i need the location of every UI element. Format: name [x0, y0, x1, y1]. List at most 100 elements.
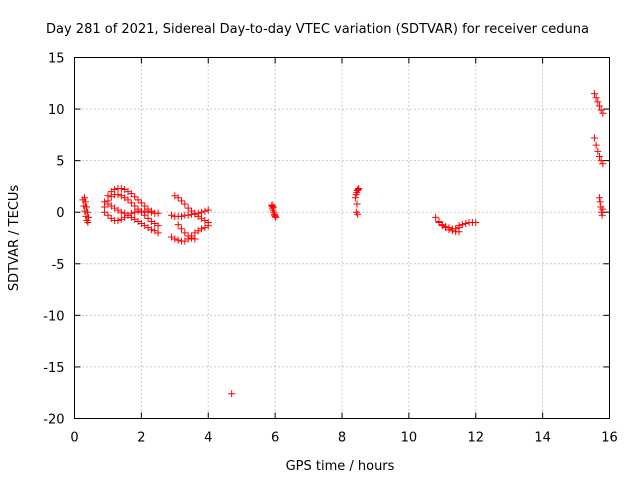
y-tick-label: 15 — [48, 52, 65, 67]
data-point — [353, 200, 361, 208]
data-point — [131, 202, 139, 210]
data-point — [184, 211, 192, 219]
series-arc-e — [101, 207, 162, 224]
data-marks — [79, 90, 607, 398]
data-point — [435, 219, 443, 227]
data-point — [455, 228, 463, 236]
data-point — [201, 207, 209, 215]
data-point — [178, 197, 185, 205]
data-point — [269, 203, 277, 211]
data-point — [167, 211, 175, 219]
x-axis-label: GPS time / hours — [286, 459, 395, 474]
data-point — [154, 229, 162, 237]
x-tick-label: 0 — [70, 431, 78, 446]
data-point — [355, 184, 363, 192]
series-arc-c — [101, 184, 155, 215]
data-point — [83, 203, 91, 211]
data-point — [458, 221, 466, 229]
series-arc-j — [174, 221, 199, 243]
series-arc-o — [455, 219, 480, 230]
x-tick-label: 2 — [137, 431, 145, 446]
data-point — [178, 212, 185, 220]
x-tick-label: 12 — [467, 431, 484, 446]
data-point — [462, 220, 470, 228]
axis-ticks: 0 2 4 6 8 10 12 14 16 -20 -15 -10 -5 0 5 10 15 — [43, 52, 618, 446]
series-arc-h — [167, 206, 212, 220]
data-point — [188, 234, 196, 242]
y-tick-label: -20 — [43, 413, 64, 428]
data-point — [595, 102, 603, 110]
data-point — [147, 208, 155, 216]
data-point — [84, 208, 92, 216]
data-point — [154, 222, 162, 230]
data-point — [104, 211, 112, 219]
data-point — [144, 214, 152, 222]
data-point — [445, 226, 453, 234]
y-tick-label: 0 — [56, 206, 64, 221]
data-point — [178, 225, 185, 233]
data-point — [598, 211, 606, 219]
data-point — [594, 147, 602, 155]
data-point — [597, 106, 605, 114]
data-point — [599, 160, 607, 168]
series-arc-p — [590, 90, 607, 117]
data-point — [599, 109, 607, 117]
data-point — [134, 196, 142, 204]
data-point — [271, 211, 279, 219]
data-point — [204, 206, 212, 214]
data-point — [117, 208, 125, 216]
data-point — [590, 134, 598, 142]
series-arc-k — [268, 201, 280, 221]
data-point — [354, 186, 362, 194]
series-arc-r — [595, 194, 607, 219]
data-point — [174, 194, 182, 202]
data-point — [154, 209, 162, 217]
data-point — [354, 210, 362, 218]
data-point — [81, 194, 89, 202]
data-point — [141, 207, 149, 215]
data-point — [448, 227, 456, 235]
data-point — [455, 222, 463, 230]
data-point — [592, 141, 600, 149]
y-axis-label: SDTVAR / TECUs — [7, 185, 22, 292]
data-point — [594, 98, 602, 106]
data-point — [198, 208, 206, 216]
data-point — [191, 235, 199, 243]
data-point — [114, 191, 122, 199]
data-point — [137, 199, 145, 207]
data-point — [127, 199, 135, 207]
y-tick-label: -15 — [43, 361, 64, 376]
x-tick-label: 6 — [271, 431, 279, 446]
data-point — [181, 229, 189, 237]
data-point — [181, 200, 189, 208]
data-point — [194, 209, 202, 217]
y-tick-label: -5 — [52, 258, 65, 273]
data-point — [84, 219, 92, 227]
data-point — [432, 213, 440, 221]
data-point — [188, 210, 196, 218]
data-point — [124, 196, 132, 204]
data-point — [147, 226, 155, 234]
data-point — [595, 194, 603, 202]
data-point — [131, 193, 139, 201]
data-point — [590, 90, 598, 98]
data-point — [85, 213, 93, 221]
data-point — [114, 216, 122, 224]
data-point — [198, 225, 206, 233]
series-arc-g — [171, 192, 212, 227]
series-outlier — [228, 390, 236, 398]
data-point — [599, 205, 607, 213]
data-point — [101, 208, 109, 216]
y-tick-label: 10 — [48, 103, 65, 118]
series-arc-q — [590, 134, 607, 168]
data-point — [592, 94, 600, 102]
series-arc-l — [351, 184, 363, 218]
grid-layer — [74, 57, 610, 419]
series-arc-b — [81, 194, 93, 221]
data-point — [174, 221, 182, 229]
data-point — [184, 204, 192, 212]
data-point — [117, 184, 125, 192]
data-point — [595, 153, 603, 161]
x-tick-label: 10 — [401, 431, 418, 446]
